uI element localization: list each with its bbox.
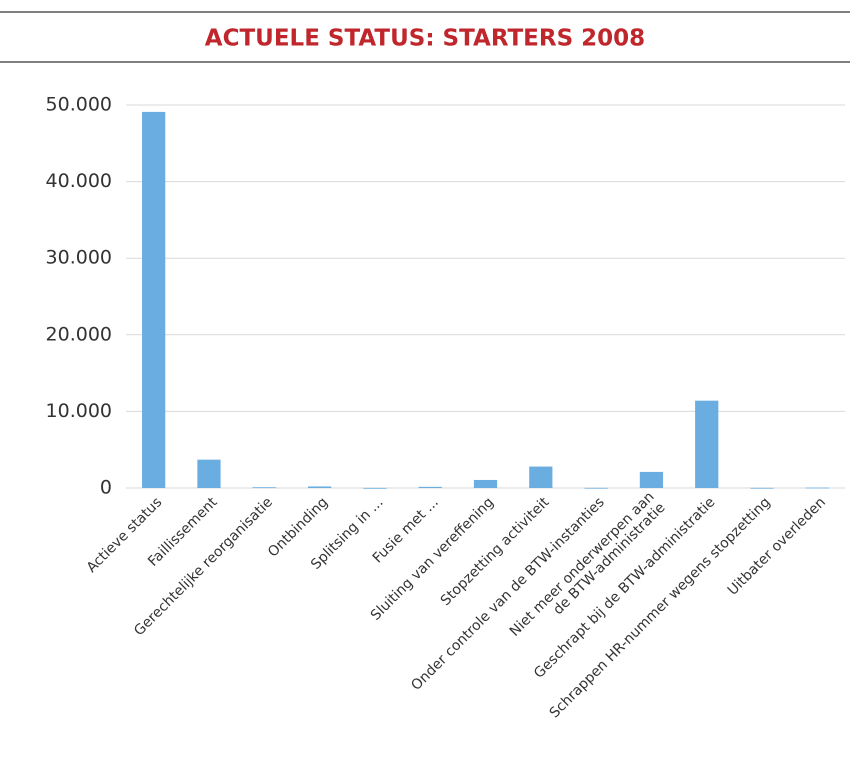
y-tick-label: 50.000 bbox=[46, 94, 112, 116]
bar bbox=[142, 111, 166, 489]
bar bbox=[473, 479, 498, 488]
y-tick-label: 30.000 bbox=[46, 247, 112, 269]
bar bbox=[529, 466, 553, 488]
x-tick-label: Uitbater overleden bbox=[725, 494, 829, 598]
y-tick-label: 10.000 bbox=[46, 400, 112, 422]
x-tick-label: Stopzetting activiteit bbox=[438, 494, 553, 609]
bar bbox=[363, 487, 387, 489]
chart-title: ACTUELE STATUS: STARTERS 2008 bbox=[205, 26, 645, 52]
y-tick-label: 40.000 bbox=[46, 170, 112, 192]
bar bbox=[197, 459, 221, 488]
y-tick-label: 20.000 bbox=[46, 323, 112, 345]
bar bbox=[805, 487, 829, 489]
bar bbox=[639, 471, 664, 488]
bar bbox=[418, 486, 442, 488]
bar bbox=[695, 400, 719, 488]
bar bbox=[584, 487, 608, 489]
bar bbox=[252, 487, 276, 489]
y-tick-label: 0 bbox=[100, 477, 112, 499]
bar bbox=[307, 486, 332, 488]
bar bbox=[750, 487, 774, 489]
